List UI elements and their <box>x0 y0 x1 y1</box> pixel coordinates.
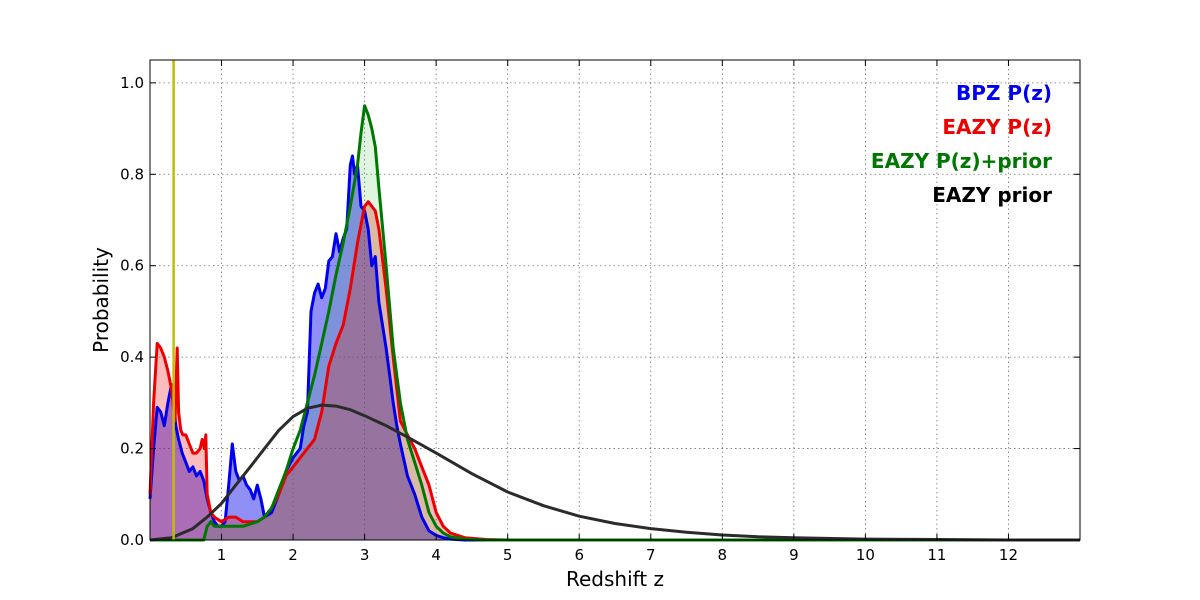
x-tick-label: 5 <box>503 546 513 564</box>
x-tick-label: 12 <box>999 546 1018 564</box>
y-tick-label: 0.2 <box>120 440 144 458</box>
x-tick-label: 8 <box>718 546 728 564</box>
x-tick-label: 1 <box>217 546 227 564</box>
series-fill-eazy-p-z-prior <box>150 105 1080 540</box>
legend-entry-eazy-p-z-prior: EAZY P(z)+prior <box>871 149 1052 173</box>
legend-entry-eazy-p-z: EAZY P(z) <box>942 115 1052 139</box>
grid <box>150 60 1080 540</box>
series-fills <box>150 105 1080 540</box>
y-tick-label: 0.8 <box>120 165 144 183</box>
legend: BPZ P(z) EAZY P(z) EAZY P(z)+prior EAZY pri… <box>871 81 1052 207</box>
y-tick-label: 0.0 <box>120 531 144 549</box>
x-tick-label: 11 <box>927 546 946 564</box>
y-axis-label: Probability <box>89 247 113 353</box>
y-tick-label: 0.4 <box>120 348 144 366</box>
x-tick-label: 9 <box>789 546 799 564</box>
x-axis-label: Redshift z <box>566 567 664 591</box>
x-tick-label: 7 <box>646 546 656 564</box>
legend-entry-bpz-p-z: BPZ P(z) <box>956 81 1052 105</box>
x-tick-label: 2 <box>288 546 298 564</box>
y-tick-label: 1.0 <box>120 74 144 92</box>
series-line-bpz-p-z <box>148 154 1080 542</box>
plot-frame <box>149 59 1081 541</box>
ticks: 1 2 3 4 5 6 7 8 9 10 11 120.00.20.40.60.81.0 <box>120 60 1080 564</box>
series-fill-bpz-p-z <box>150 156 1080 540</box>
series-fill-eazy-p-z <box>150 201 1080 540</box>
x-tick-label: 6 <box>574 546 584 564</box>
y-tick-label: 0.6 <box>120 257 144 275</box>
x-tick-label: 4 <box>431 546 441 564</box>
legend-entry-eazy-prior: EAZY prior <box>932 183 1052 207</box>
x-tick-label: 3 <box>360 546 370 564</box>
series-line-eazy-prior <box>149 403 1080 542</box>
x-tick-label: 10 <box>856 546 875 564</box>
